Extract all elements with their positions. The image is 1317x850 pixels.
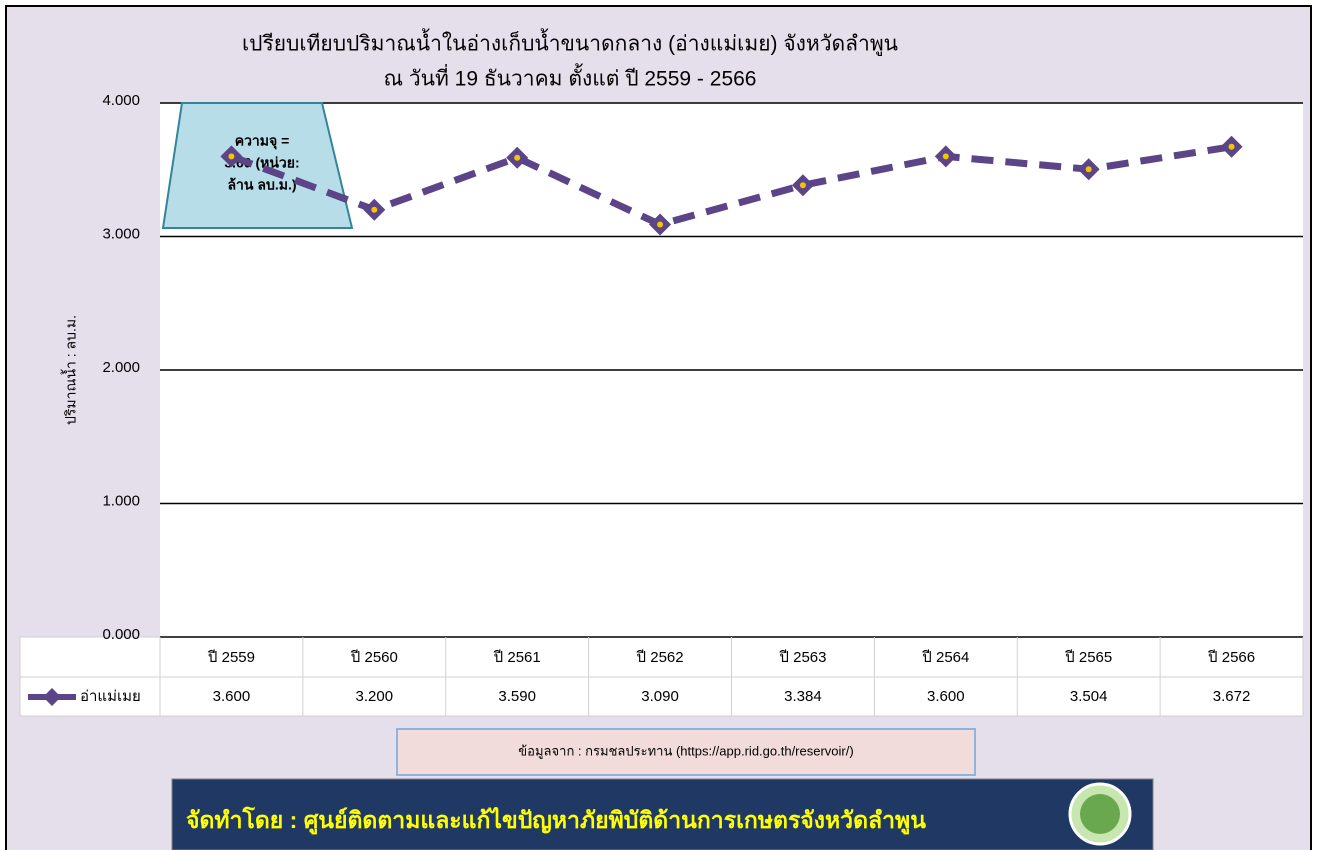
y-tick-label: 2.000 [102, 359, 140, 376]
value-label: 3.672 [1213, 688, 1251, 705]
marker-center [1228, 143, 1235, 150]
legend-label: อ่าแม่เมย [80, 688, 141, 705]
x-tick-label: ปี 2563 [778, 649, 826, 666]
value-label: 3.600 [927, 688, 965, 705]
footer-banner [171, 778, 1154, 850]
chart-title: เปรียบเทียบปริมาณน้ำในอ่างเก็บน้ำขนาดกลา… [242, 29, 898, 57]
x-tick-label: ปี 2564 [921, 649, 969, 666]
marker-center [514, 154, 521, 161]
y-tick-label: 0.000 [102, 626, 140, 643]
marker-center [942, 153, 949, 160]
annotation-box [161, 102, 354, 229]
value-label: 3.504 [1070, 688, 1108, 705]
series-line [230, 143, 1233, 229]
legend-marker [43, 688, 61, 706]
x-tick-label: ปี 2565 [1064, 649, 1112, 666]
x-tick-label: ปี 2559 [207, 649, 255, 666]
y-tick-label: 4.000 [102, 92, 140, 109]
x-tick-label: ปี 2561 [493, 649, 541, 666]
footer-text: จัดทำโดย : ศูนย์ติดตามและแก้ไขปัญหาภัยพิ… [186, 806, 926, 835]
annotation-text: ความจุ = [235, 133, 290, 150]
y-tick-label: 3.000 [102, 225, 140, 242]
source-text: ข้อมูลจาก : กรมชลประทาน (https://app.rid… [518, 743, 853, 759]
chart-subtitle: ณ วันที่ 19 ธันวาคม ตั้งแต่ ปี 2559 - 25… [384, 64, 757, 91]
x-tick-label: ปี 2560 [350, 649, 398, 666]
marker-center [228, 153, 235, 160]
source-box [396, 728, 976, 776]
marker-center [657, 221, 664, 228]
value-label: 3.384 [784, 688, 822, 705]
annotation-text: ล้าน ลบ.ม.) [227, 177, 296, 193]
value-label: 3.200 [356, 688, 394, 705]
x-tick-label: ปี 2562 [636, 649, 684, 666]
value-label: 3.600 [213, 688, 251, 705]
y-axis-label: ปริมาณน้ำ : ลบ.ม. [61, 315, 79, 425]
marker-center [1085, 166, 1092, 173]
marker-center [799, 182, 806, 189]
logo-inner [1080, 794, 1120, 834]
value-label: 3.590 [498, 688, 536, 705]
y-tick-label: 1.000 [102, 492, 140, 509]
x-tick-label: ปี 2566 [1207, 649, 1255, 666]
marker-center [371, 206, 378, 213]
value-label: 3.090 [641, 688, 679, 705]
